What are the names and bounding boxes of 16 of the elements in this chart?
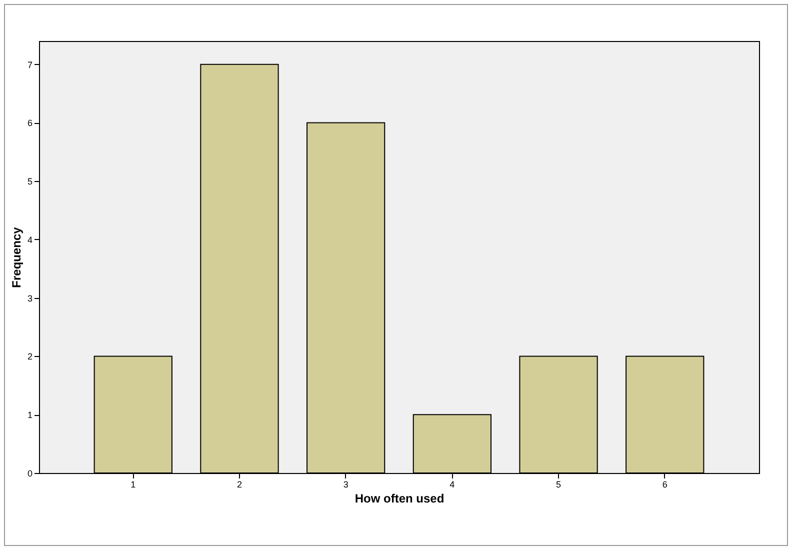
y-tick-label: 2 xyxy=(27,352,32,362)
x-tick-label: 4 xyxy=(450,480,455,490)
y-axis-title: Frequency xyxy=(9,226,24,288)
x-tick-label: 5 xyxy=(556,480,562,490)
y-tick-label: 1 xyxy=(27,410,32,420)
y-tick-label: 7 xyxy=(27,60,32,70)
y-tick-label: 0 xyxy=(27,468,32,478)
y-tick-label: 5 xyxy=(27,176,32,187)
x-tick-label: 1 xyxy=(130,480,136,490)
y-tick-label: 6 xyxy=(27,118,32,128)
x-axis-title: How often used xyxy=(354,492,444,506)
y-tick-label: 4 xyxy=(27,234,32,245)
x-tick-label: 6 xyxy=(662,480,668,490)
x-tick-label: 2 xyxy=(236,480,242,490)
x-tick-label: 3 xyxy=(343,480,348,490)
y-tick-label: 3 xyxy=(27,293,32,304)
